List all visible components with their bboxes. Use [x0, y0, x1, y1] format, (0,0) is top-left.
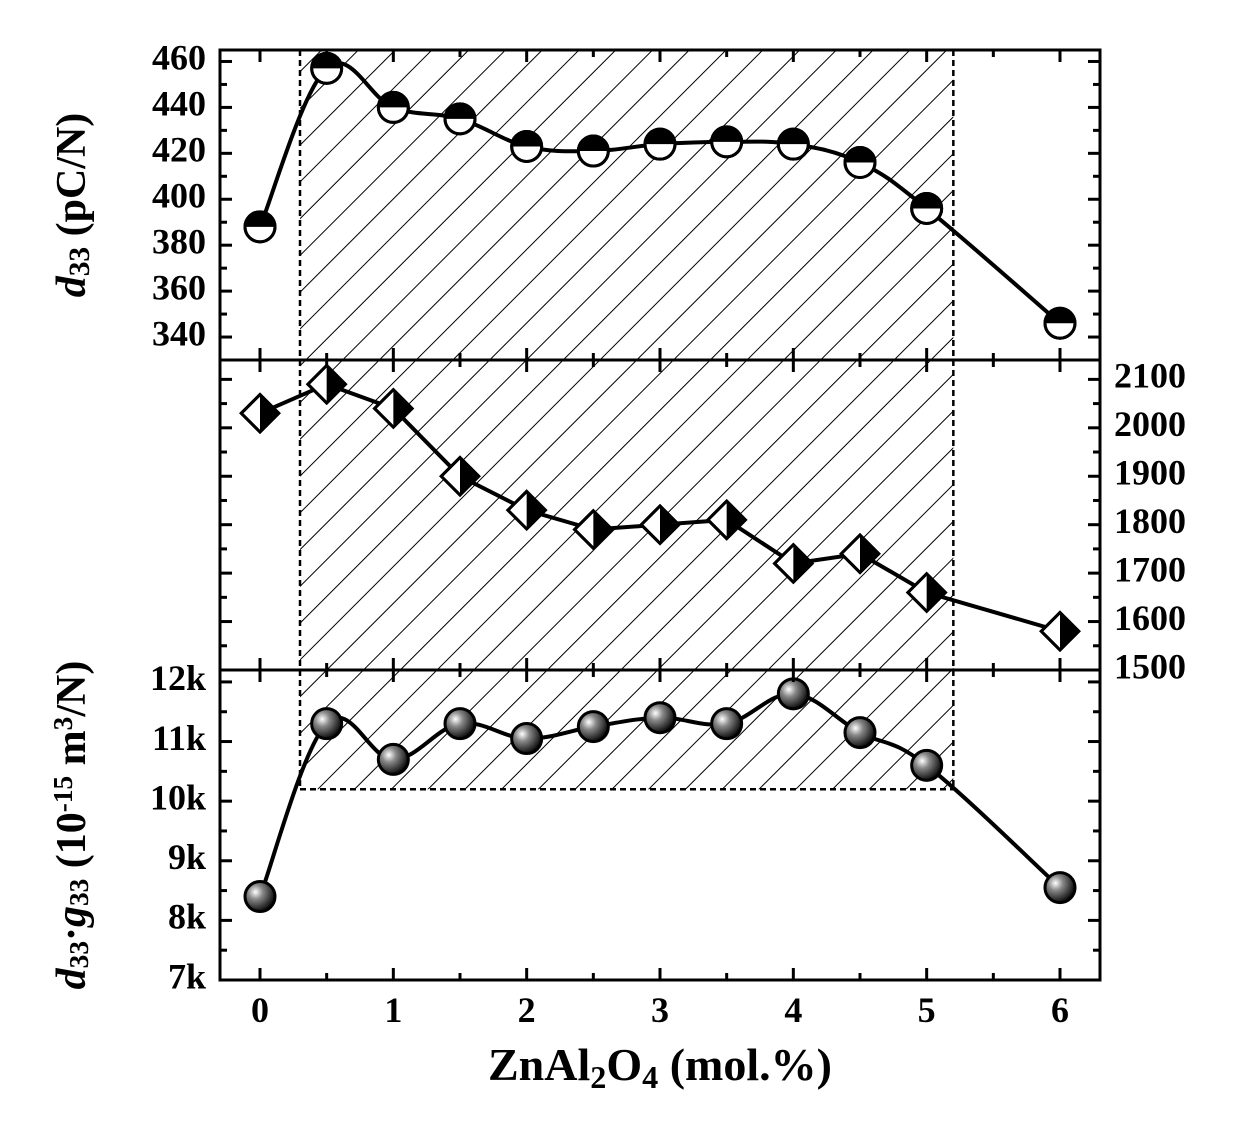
data-marker: [445, 104, 475, 134]
y-tick-label: 360: [152, 267, 206, 307]
x-tick-label: 3: [651, 990, 669, 1030]
data-marker: [912, 750, 942, 780]
data-marker: [445, 709, 475, 739]
panel-d33: 340 360 380 400 420 440 460 d33 (pC/N): [49, 38, 1100, 360]
y-tick-label: 1800: [1114, 501, 1186, 541]
panel-eps_r: 1500 1600 1700 1800 1900 2000 2100 εr: [220, 356, 1220, 687]
y-tick-label: 7k: [168, 956, 206, 996]
data-marker: [245, 212, 275, 242]
y-tick-label: 340: [152, 313, 206, 353]
data-marker: [645, 129, 675, 159]
x-tick-label: 1: [384, 990, 402, 1030]
y-tick-label: 380: [152, 221, 206, 261]
data-marker: [578, 712, 608, 742]
y-tick-label: 1700: [1114, 549, 1186, 589]
y-tick-label: 9k: [168, 837, 206, 877]
y-tick-label: 1900: [1114, 453, 1186, 493]
data-marker: [512, 131, 542, 161]
ylabel-eps_r: εr: [1204, 500, 1220, 530]
data-marker: [578, 136, 608, 166]
data-marker: [912, 193, 942, 223]
y-tick-label: 10k: [150, 777, 206, 817]
y-tick-label: 12k: [150, 658, 206, 698]
x-tick-label: 5: [918, 990, 936, 1030]
x-tick-label: 4: [784, 990, 802, 1030]
data-marker: [312, 53, 342, 83]
data-marker: [312, 709, 342, 739]
x-tick-label: 6: [1051, 990, 1069, 1030]
data-marker: [378, 92, 408, 122]
xlabel: ZnAl2O4 (mol.%): [488, 1039, 832, 1095]
panel-d33g33: 7k 8k 9k 10k 11k 12k d33·g33 (10-15 m3/N): [48, 658, 1100, 996]
y-tick-label: 8k: [168, 897, 206, 937]
y-tick-label: 420: [152, 130, 206, 170]
chart-svg: 340360380400420440460d33 (pC/N)150016001…: [20, 20, 1220, 1103]
data-marker: [1045, 873, 1075, 903]
y-tick-label: 1500: [1114, 646, 1186, 686]
ylabel-d33g33: d33·g33 (10-15 m3/N): [48, 661, 95, 990]
data-marker: [512, 724, 542, 754]
data-marker: [712, 127, 742, 157]
y-tick-label: 2100: [1114, 356, 1186, 396]
multi-panel-chart: 340360380400420440460d33 (pC/N)150016001…: [20, 20, 1220, 1103]
ylabel-d33: d33 (pC/N): [49, 113, 96, 298]
y-tick-label: 2000: [1114, 404, 1186, 444]
data-marker: [645, 703, 675, 733]
y-tick-label: 440: [152, 84, 206, 124]
data-marker: [1045, 308, 1075, 338]
data-marker: [1041, 613, 1079, 651]
y-tick-label: 11k: [152, 718, 206, 758]
y-tick-label: 1600: [1114, 598, 1186, 638]
data-marker: [845, 148, 875, 178]
data-marker: [778, 679, 808, 709]
data-marker: [778, 129, 808, 159]
data-marker: [845, 718, 875, 748]
data-marker: [378, 744, 408, 774]
y-tick-label: 400: [152, 176, 206, 216]
data-marker: [241, 395, 279, 433]
x-tick-label: 0: [251, 990, 269, 1030]
data-marker: [712, 709, 742, 739]
y-tick-label: 460: [152, 38, 206, 78]
data-marker: [245, 882, 275, 912]
x-tick-label: 2: [518, 990, 536, 1030]
